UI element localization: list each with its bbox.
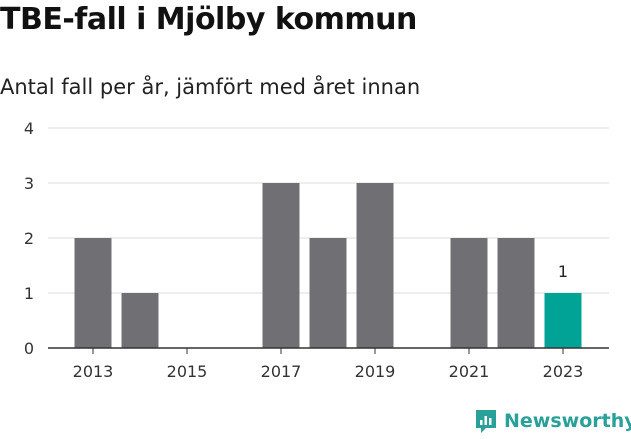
x-tick-label: 2015 (167, 362, 208, 381)
bar-chart: 0 1 2 3 4 2013 2015 2017 2019 2021 2023 1 (24, 119, 609, 381)
x-tick-label: 2017 (261, 362, 302, 381)
y-tick-label: 2 (24, 229, 34, 248)
x-tick-label: 2021 (449, 362, 490, 381)
bar-2018 (309, 238, 347, 348)
newsworthy-brand: Newsworthy (474, 408, 631, 434)
bar-2017 (262, 183, 300, 348)
brand-name: Newsworthy (504, 410, 631, 432)
x-tick-label: 2019 (355, 362, 396, 381)
bar-2021 (450, 238, 488, 348)
bar-2022 (497, 238, 535, 348)
bar-2023 (544, 293, 582, 348)
y-tick-label: 3 (24, 174, 34, 193)
x-tick-label: 2023 (543, 362, 584, 381)
chart-title: TBE-fall i Mjölby kommun (0, 2, 417, 37)
chart-subtitle: Antal fall per år, jämfört med året inna… (0, 75, 421, 99)
bar-2019 (356, 183, 394, 348)
bar-2014 (121, 293, 159, 348)
x-tick-label: 2013 (73, 362, 114, 381)
y-tick-label: 1 (24, 284, 34, 303)
newsworthy-logo-icon (476, 410, 496, 433)
y-tick-label: 4 (24, 119, 34, 138)
data-label: 1 (558, 262, 568, 281)
y-tick-label: 0 (24, 339, 34, 358)
bar-2013 (74, 238, 112, 348)
